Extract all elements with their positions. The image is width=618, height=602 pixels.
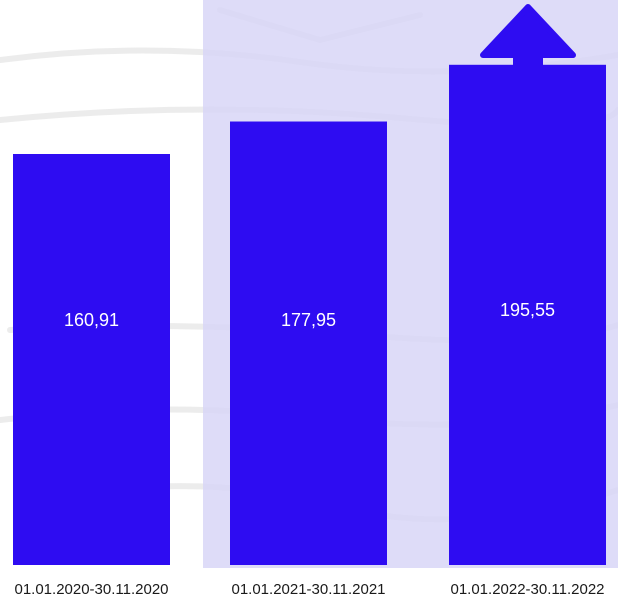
bar-value-label: 177,95 [281, 310, 336, 330]
trend-up-arrow-icon [480, 4, 576, 99]
category-tick-label: 01.01.2022-30.11.2022 [450, 581, 604, 598]
bar-value-label: 160,91 [64, 310, 119, 330]
bar-value-label: 195,55 [500, 300, 555, 320]
trend-arrow-layer [480, 4, 576, 99]
value-labels-layer: 160,91 177,95 195,55 [64, 300, 555, 330]
category-tick-label: 01.01.2020-30.11.2020 [14, 581, 168, 598]
bar [230, 121, 387, 565]
category-tick-labels: 01.01.2020-30.11.2020 01.01.2021-30.11.20… [14, 581, 604, 598]
bar [449, 64, 606, 565]
bars-layer [13, 64, 606, 566]
category-tick-label: 01.01.2021-30.11.2021 [231, 581, 385, 598]
bar [13, 153, 170, 566]
